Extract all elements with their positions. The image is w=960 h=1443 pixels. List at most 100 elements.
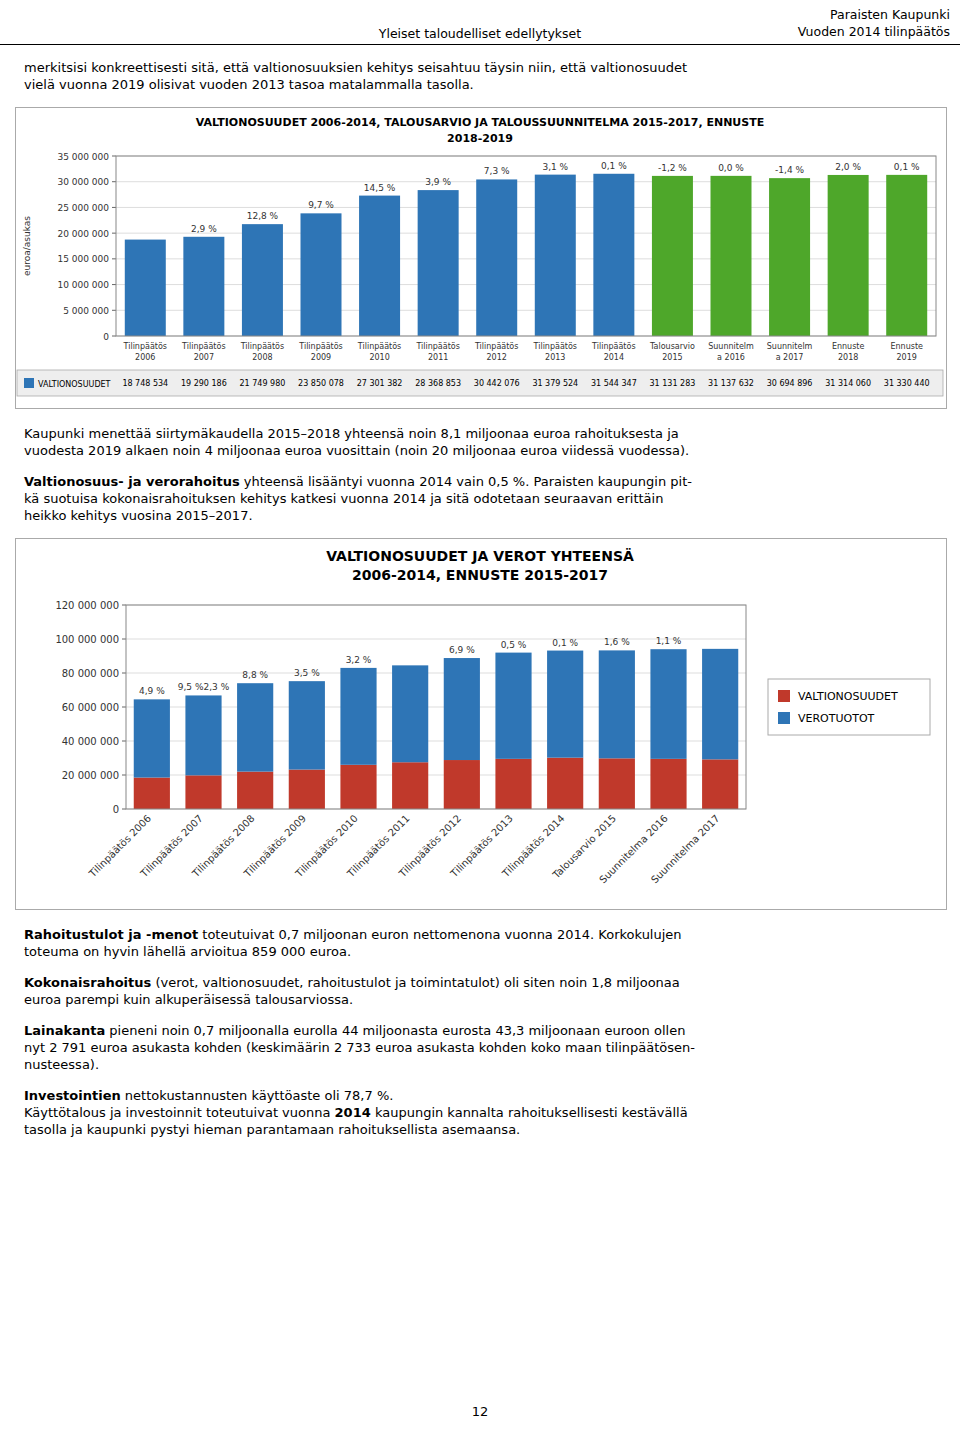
annotation: 12,8 % xyxy=(247,211,279,221)
header-right: Paraisten Kaupunki Vuoden 2014 tilinpäät… xyxy=(798,6,950,40)
y-tick xyxy=(122,775,126,776)
y-tick-label: 120 000 000 xyxy=(55,600,119,611)
y-tick xyxy=(122,809,126,810)
value-label: 19 290 186 xyxy=(181,379,227,388)
bar xyxy=(392,762,428,809)
bar xyxy=(547,651,583,758)
y-tick xyxy=(112,233,116,234)
bar xyxy=(418,190,459,336)
bar xyxy=(340,668,376,765)
y-tick xyxy=(112,310,116,311)
legend-label: VEROTUOTOT xyxy=(798,712,875,725)
bar xyxy=(828,175,869,336)
value-label: 18 748 534 xyxy=(122,379,168,388)
page-number: 12 xyxy=(0,1404,960,1419)
bar xyxy=(289,681,325,769)
grid-line xyxy=(116,181,936,182)
chart-subtitle: 2006-2014, ENNUSTE 2015-2017 xyxy=(352,567,608,583)
annotation: 1,6 % xyxy=(604,637,630,647)
text: nettokustannusten käyttöaste oli 78,7 %. xyxy=(121,1088,394,1103)
grid-line xyxy=(116,258,936,259)
text: Käyttötalous ja investoinnit toteutuivat… xyxy=(24,1105,335,1120)
bar xyxy=(237,683,273,771)
bar xyxy=(134,699,170,777)
annotation: 0,1 % xyxy=(894,162,920,172)
x-tick-label: Ennuste2018 xyxy=(832,342,865,362)
x-tick-label: Tilinpäätös2011 xyxy=(415,342,459,362)
paragraph: Rahoitustulot ja -menot toteutuivat 0,7 … xyxy=(24,926,939,960)
x-tick-label: Tilinpäätös2007 xyxy=(181,342,225,362)
y-tick-label: 60 000 000 xyxy=(62,702,119,713)
y-tick-label: 0 xyxy=(113,804,119,815)
value-label: 31 544 347 xyxy=(591,379,637,388)
value-label: 28 368 853 xyxy=(415,379,461,388)
grid-line xyxy=(116,284,936,285)
text: merkitsisi konkreettisesti sitä, että va… xyxy=(24,60,687,92)
text: tasolla ja kaupunki pystyi hieman parant… xyxy=(24,1122,520,1137)
y-tick-label: 20 000 000 xyxy=(57,229,109,239)
bar xyxy=(593,174,634,336)
bar xyxy=(769,178,810,336)
value-label: 23 850 078 xyxy=(298,379,344,388)
bar xyxy=(444,658,480,760)
bar xyxy=(183,237,224,336)
bar xyxy=(242,224,283,336)
bar xyxy=(359,196,400,336)
y-tick-label: 10 000 000 xyxy=(57,280,109,290)
annotation: 0,5 % xyxy=(501,640,527,650)
annotation: 4,9 % xyxy=(139,686,165,696)
annotation: 0,1 % xyxy=(552,638,578,648)
y-tick xyxy=(112,336,116,337)
x-tick-label: Talousarvio2015 xyxy=(649,342,695,362)
bar xyxy=(392,665,428,762)
y-tick xyxy=(112,156,116,157)
y-tick-label: 5 000 000 xyxy=(63,306,109,316)
bar xyxy=(547,758,583,809)
x-tick-label: Tilinpäätös2012 xyxy=(474,342,518,362)
bar xyxy=(476,179,517,336)
chart-title: VALTIONOSUUDET JA VEROT YHTEENSÄ xyxy=(326,548,634,564)
y-tick xyxy=(122,707,126,708)
chart-subtitle: 2018-2019 xyxy=(447,132,513,145)
x-tick-label: Tilinpäätös2010 xyxy=(357,342,401,362)
paragraph: Lainakanta pieneni noin 0,7 miljoonalla … xyxy=(24,1022,939,1073)
bold-text: Kokonaisrahoitus xyxy=(24,975,151,990)
value-label: 27 301 382 xyxy=(357,379,403,388)
plot-frame xyxy=(126,605,746,809)
y-axis-label: euroa/asukas xyxy=(22,216,32,276)
bar xyxy=(702,759,738,809)
bar xyxy=(652,176,693,336)
annotation: 2,0 % xyxy=(835,162,861,172)
bar xyxy=(599,650,635,758)
legend-label: VALTIONOSUUDET xyxy=(38,380,111,389)
legend xyxy=(768,679,930,735)
value-label: 31 379 524 xyxy=(532,379,578,388)
value-table xyxy=(17,370,943,396)
bold-text: Valtionosuus- ja verorahoitus xyxy=(24,474,240,489)
bold-text: 2014 xyxy=(335,1105,371,1120)
annotation: 3,2 % xyxy=(346,655,372,665)
bar xyxy=(444,760,480,809)
bar xyxy=(650,759,686,809)
y-tick-label: 0 xyxy=(103,332,109,342)
y-tick xyxy=(122,639,126,640)
bar xyxy=(702,649,738,760)
annotation: 0,0 % xyxy=(718,163,744,173)
value-label: 30 694 896 xyxy=(767,379,813,388)
bar xyxy=(289,770,325,809)
annotation: 0,1 % xyxy=(601,161,627,171)
grid-line xyxy=(116,207,936,208)
y-tick-label: 35 000 000 xyxy=(57,152,109,162)
annotation: 3,5 % xyxy=(294,668,320,678)
y-tick xyxy=(122,673,126,674)
bar xyxy=(185,775,221,809)
bar xyxy=(495,653,531,759)
annotation: 8,8 % xyxy=(242,670,268,680)
bar xyxy=(886,175,927,336)
x-tick-label: Suunnitelma 2017 xyxy=(649,813,722,886)
bar xyxy=(535,175,576,336)
chart: VALTIONOSUUDET 2006-2014, TALOUSARVIO JA… xyxy=(16,108,944,408)
paragraph: Valtionosuus- ja verorahoitus yhteensä l… xyxy=(24,473,939,524)
bar xyxy=(340,765,376,809)
x-tick-label: Suunnitelma 2017 xyxy=(767,342,813,362)
